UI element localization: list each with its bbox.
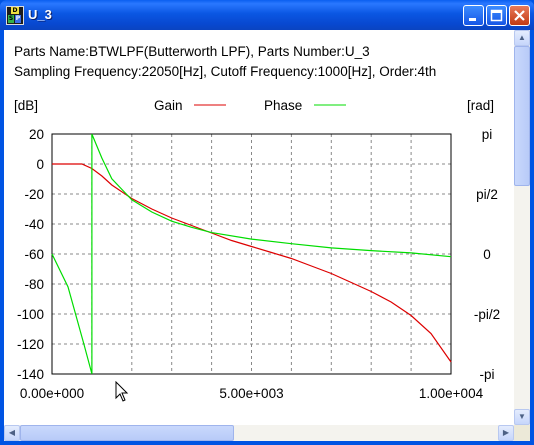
y-left-tick-label: 20 — [29, 127, 44, 142]
y-left-tick-label: -120 — [17, 337, 44, 352]
scroll-up-button[interactable]: ▲ — [514, 30, 530, 46]
y-left-tick-label: 0 — [36, 157, 44, 172]
x-tick-label: 1.00e+004 — [419, 386, 484, 401]
y-left-tick-label: -140 — [17, 367, 44, 382]
parts-name-line: Parts Name:BTWLPF(Butterworth LPF), Part… — [14, 44, 370, 59]
y-right-tick-label: 0 — [483, 247, 491, 262]
scroll-left-button[interactable]: ◀ — [4, 425, 20, 441]
series-line-gain — [52, 163, 452, 363]
sampling-line: Sampling Frequency:22050[Hz], Cutoff Fre… — [14, 64, 437, 79]
scroll-right-button[interactable]: ▶ — [498, 425, 514, 441]
vertical-scrollbar[interactable]: ▲ ▼ — [514, 30, 530, 425]
close-button[interactable] — [509, 5, 530, 26]
x-tick-label: 5.00e+003 — [219, 386, 283, 401]
client-area: Parts Name:BTWLPF(Butterworth LPF), Part… — [4, 30, 530, 441]
frequency-response-chart: 20 0 -20 -40 -60 -80 -100 -120 -140 pi pi/2 0 -pi/2 -… — [14, 98, 500, 401]
y-right-tick-label: -pi/2 — [474, 307, 500, 322]
y-left-tick-label: -80 — [24, 277, 44, 292]
y-right-tick-label: -pi — [479, 367, 494, 382]
horizontal-scroll-thumb[interactable] — [20, 425, 234, 441]
minimize-icon — [469, 18, 476, 21]
y-left-tick-label: -20 — [24, 187, 44, 202]
vertical-scroll-thumb[interactable] — [514, 46, 530, 186]
y-left-tick-label: -40 — [24, 217, 44, 232]
maximize-button[interactable] — [486, 5, 507, 26]
legend-label: Phase — [264, 98, 302, 113]
legend-label: Gain — [154, 98, 183, 113]
y-left-tick-label: -60 — [24, 247, 44, 262]
y-left-tick-label: -100 — [17, 307, 44, 322]
parts-info: Parts Name:BTWLPF(Butterworth LPF), Part… — [14, 42, 436, 82]
right-axis-unit: [rad] — [467, 98, 494, 113]
scrollbar-corner — [514, 425, 530, 441]
maximize-icon — [490, 9, 503, 22]
series-line-phase — [51, 133, 452, 375]
horizontal-scrollbar[interactable]: ◀ ▶ — [4, 425, 514, 441]
left-axis-unit: [dB] — [14, 98, 38, 113]
scroll-down-button[interactable]: ▼ — [514, 409, 530, 425]
close-icon — [514, 10, 525, 21]
minimize-button[interactable] — [463, 5, 484, 26]
y-right-tick-label: pi — [482, 127, 493, 142]
y-right-tick-label: pi/2 — [476, 187, 498, 202]
x-tick-label: 0.00e+000 — [20, 386, 84, 401]
window-title: U_3 — [28, 7, 52, 22]
